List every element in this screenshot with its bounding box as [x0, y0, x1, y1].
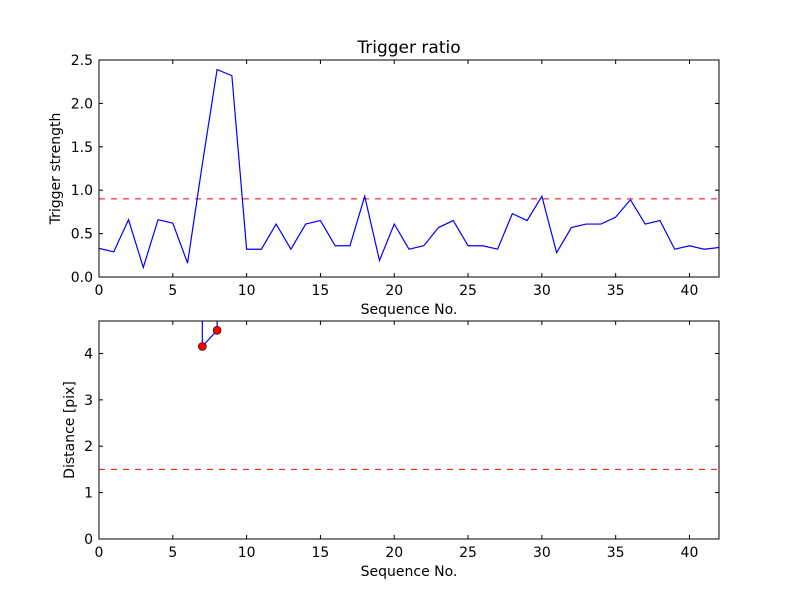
- x-axis-label: Sequence No.: [361, 564, 458, 580]
- x-tick-label: 35: [607, 283, 625, 299]
- x-tick-label: 5: [168, 283, 177, 299]
- subplot-1: 0 5 10 15 20 25 30 35 40 0.0 0.5 1.0 1.5 2.0 2.5 Sequen…: [48, 38, 720, 318]
- y-tick-label: 0.5: [71, 227, 93, 243]
- y-tick-label: 3: [84, 393, 93, 409]
- x-tick-label: 10: [238, 545, 256, 561]
- data-point: [198, 342, 207, 351]
- plot-area: [99, 321, 719, 539]
- plot-area: [99, 60, 719, 277]
- x-tick-label: 20: [385, 545, 403, 561]
- x-tick-label: 0: [95, 545, 104, 561]
- x-tick-label: 15: [312, 545, 330, 561]
- x-tick-label: 15: [312, 283, 330, 299]
- x-tick-label: 40: [681, 283, 699, 299]
- y-tick-label: 1: [84, 486, 93, 502]
- y-tick-label: 1.0: [71, 183, 93, 199]
- x-tick-label: 35: [607, 545, 625, 561]
- y-axis-label: Trigger strength: [48, 113, 64, 226]
- x-axis-label: Sequence No.: [361, 302, 458, 318]
- subplot-2: 0 5 10 15 20 25 30 35 40 0 1 2 3 4 Sequence No. Distanc…: [62, 320, 720, 580]
- x-tick-label: 20: [385, 283, 403, 299]
- series-line: [99, 68, 719, 270]
- x-tick-label: 10: [238, 283, 256, 299]
- y-tick-label: 0.0: [71, 270, 93, 286]
- y-tick-label: 2.0: [71, 96, 93, 112]
- axes-frame: [98, 59, 720, 278]
- x-tick-label: 40: [681, 545, 699, 561]
- y-tick-label: 4: [84, 346, 93, 362]
- data-point: [212, 325, 222, 335]
- y-tick-label: 2.5: [71, 53, 93, 69]
- series-line: [201, 321, 218, 349]
- x-tick-label: 30: [533, 545, 551, 561]
- x-tick-label: 25: [459, 545, 477, 561]
- y-tick-label: 0: [84, 532, 93, 548]
- y-tick-label: 1.5: [71, 140, 93, 156]
- x-tick-label: 25: [459, 283, 477, 299]
- axes-frame: [98, 320, 720, 540]
- chart-title: Trigger ratio: [356, 38, 460, 58]
- x-tick-label: 30: [533, 283, 551, 299]
- y-axis-label: Distance [pix]: [62, 381, 78, 479]
- y-tick-label: 2: [84, 439, 93, 455]
- x-tick-label: 5: [168, 545, 177, 561]
- x-tick-label: 0: [95, 283, 104, 299]
